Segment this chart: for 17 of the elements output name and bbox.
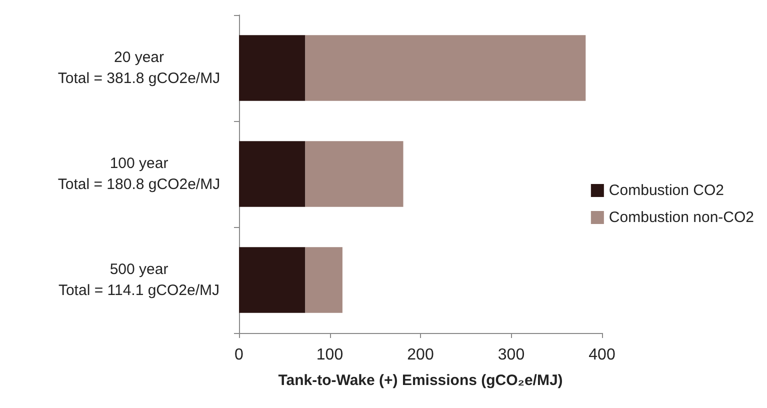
x-tick-label: 0: [234, 346, 244, 364]
x-tick-label: 400: [588, 346, 616, 364]
bar: [305, 35, 586, 101]
bar: [239, 141, 306, 207]
bar: [305, 247, 342, 313]
x-tick-label: 100: [316, 346, 344, 364]
y-tick-label: 500 year Total = 114.1 gCO2e/MJ: [58, 261, 220, 299]
y-tick-label: 20 year Total = 381.8 gCO2e/MJ: [58, 49, 220, 87]
x-tick-label: 300: [498, 346, 525, 364]
legend-label: Combustion CO2: [608, 182, 724, 199]
bar: [305, 141, 404, 207]
legend-label: Combustion non-CO2: [608, 209, 754, 226]
y-tick-label: 100 year Total = 180.8 gCO2e/MJ: [58, 155, 220, 193]
bar: [239, 247, 306, 313]
x-axis-title: Tank-to-Wake (+) Emissions (gCO₂e/MJ): [278, 372, 563, 389]
bar: [239, 35, 306, 101]
x-tick-label: 200: [407, 346, 434, 364]
